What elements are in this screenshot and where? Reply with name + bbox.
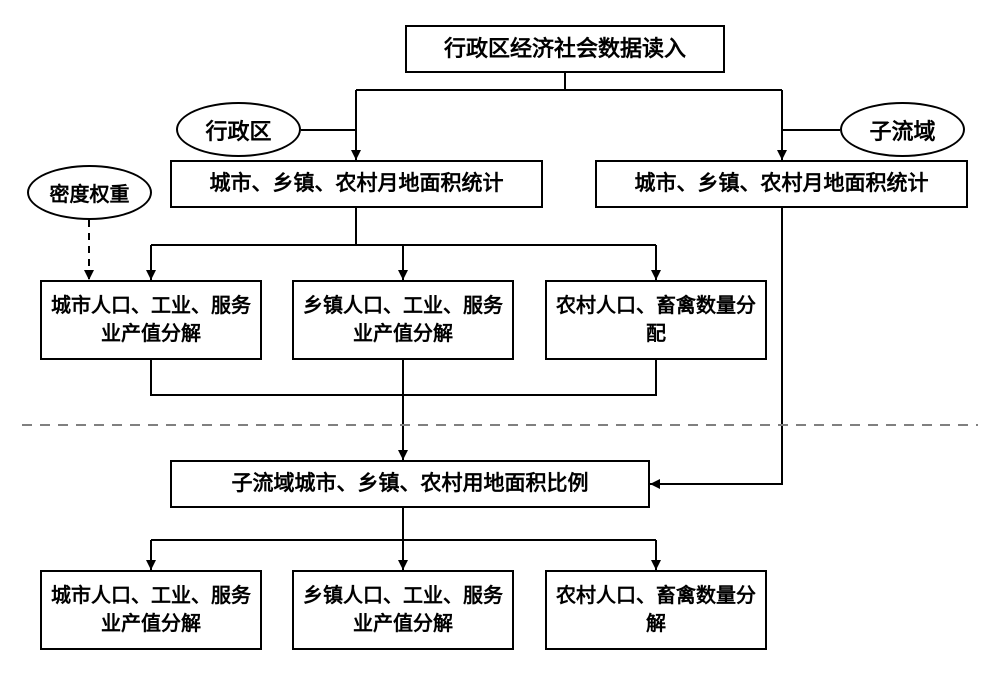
node-ellipse-admin: 行政区 [176, 102, 301, 157]
node-label: 城市人口、工业、服务业产值分解 [50, 292, 252, 348]
node-label: 乡镇人口、工业、服务业产值分解 [302, 292, 504, 348]
node-label: 农村人口、畜禽数量分解 [555, 582, 757, 638]
flowchart-canvas: 行政区经济社会数据读入 城市、乡镇、农村月地面积统计 城市、乡镇、农村月地面积统… [0, 0, 1000, 689]
node-ratio: 子流域城市、乡镇、农村用地面积比例 [170, 460, 650, 508]
node-admin-area: 城市、乡镇、农村月地面积统计 [170, 160, 543, 208]
node-label: 子流域城市、乡镇、农村用地面积比例 [232, 469, 589, 498]
node-a1: 城市人口、工业、服务业产值分解 [40, 280, 262, 360]
node-label: 子流域 [869, 114, 935, 146]
node-label: 密度权重 [50, 178, 130, 207]
edge-a3-down [403, 360, 656, 395]
node-label: 城市、乡镇、农村月地面积统计 [210, 169, 504, 198]
edge-a1-down [151, 360, 403, 395]
node-b1: 城市人口、工业、服务业产值分解 [40, 570, 262, 650]
node-ellipse-weight: 密度权重 [27, 165, 152, 220]
node-label: 城市、乡镇、农村月地面积统计 [635, 169, 929, 198]
node-ellipse-sub: 子流域 [840, 102, 965, 157]
node-top: 行政区经济社会数据读入 [405, 25, 725, 73]
node-label: 行政区经济社会数据读入 [444, 34, 686, 65]
node-label: 行政区 [205, 114, 271, 146]
node-b3: 农村人口、畜禽数量分解 [545, 570, 767, 650]
node-a3: 农村人口、畜禽数量分配 [545, 280, 767, 360]
node-label: 城市人口、工业、服务业产值分解 [50, 582, 252, 638]
node-label: 农村人口、畜禽数量分配 [555, 292, 757, 348]
node-a2: 乡镇人口、工业、服务业产值分解 [292, 280, 514, 360]
node-label: 乡镇人口、工业、服务业产值分解 [302, 582, 504, 638]
node-sub-area: 城市、乡镇、农村月地面积统计 [595, 160, 968, 208]
node-b2: 乡镇人口、工业、服务业产值分解 [292, 570, 514, 650]
